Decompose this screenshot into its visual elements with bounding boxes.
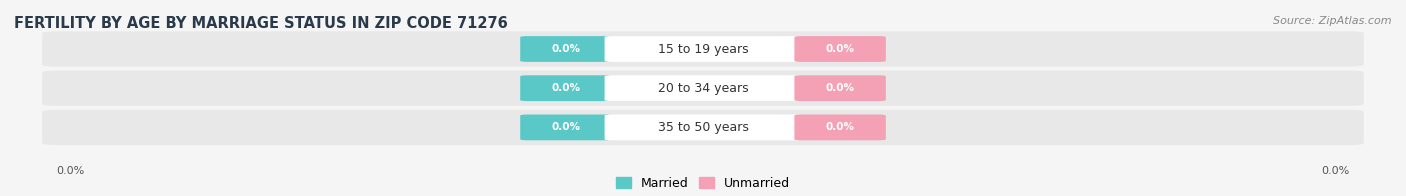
Text: 0.0%: 0.0% [551, 44, 581, 54]
Text: 15 to 19 years: 15 to 19 years [658, 43, 748, 55]
Text: 0.0%: 0.0% [56, 165, 84, 176]
Text: Source: ZipAtlas.com: Source: ZipAtlas.com [1274, 16, 1392, 26]
FancyBboxPatch shape [42, 71, 1364, 106]
FancyBboxPatch shape [605, 36, 801, 62]
FancyBboxPatch shape [605, 114, 801, 140]
FancyBboxPatch shape [42, 31, 1364, 67]
FancyBboxPatch shape [520, 114, 612, 140]
Text: 0.0%: 0.0% [825, 122, 855, 132]
FancyBboxPatch shape [42, 110, 1364, 145]
Text: 0.0%: 0.0% [1322, 165, 1350, 176]
FancyBboxPatch shape [794, 75, 886, 101]
Text: 0.0%: 0.0% [551, 122, 581, 132]
Legend: Married, Unmarried: Married, Unmarried [616, 177, 790, 190]
FancyBboxPatch shape [520, 36, 612, 62]
Text: 20 to 34 years: 20 to 34 years [658, 82, 748, 95]
Text: 0.0%: 0.0% [825, 83, 855, 93]
FancyBboxPatch shape [605, 75, 801, 101]
Text: 35 to 50 years: 35 to 50 years [658, 121, 748, 134]
Text: 0.0%: 0.0% [825, 44, 855, 54]
FancyBboxPatch shape [794, 36, 886, 62]
Text: 0.0%: 0.0% [551, 83, 581, 93]
FancyBboxPatch shape [794, 114, 886, 140]
FancyBboxPatch shape [520, 75, 612, 101]
Text: FERTILITY BY AGE BY MARRIAGE STATUS IN ZIP CODE 71276: FERTILITY BY AGE BY MARRIAGE STATUS IN Z… [14, 16, 508, 31]
